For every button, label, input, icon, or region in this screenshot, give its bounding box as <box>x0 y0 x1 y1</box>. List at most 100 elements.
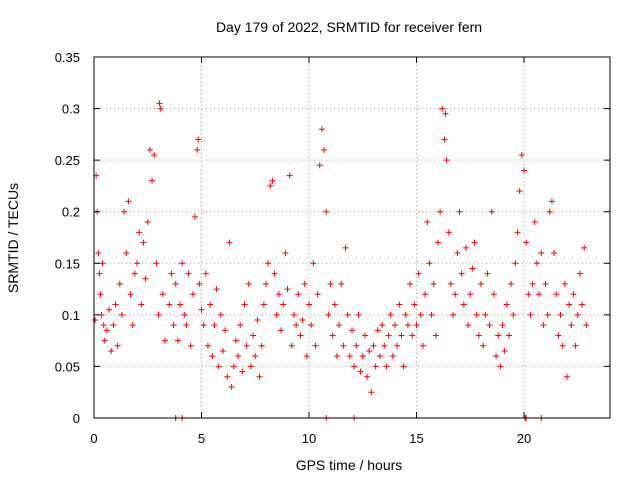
data-point <box>505 332 512 339</box>
data-point <box>149 177 156 184</box>
data-point <box>351 363 358 370</box>
data-point <box>170 322 177 329</box>
data-point <box>456 208 463 215</box>
data-point <box>392 322 398 329</box>
grid-lines <box>94 57 610 418</box>
data-point <box>202 270 209 277</box>
data-point <box>370 342 377 349</box>
data-point <box>333 353 340 360</box>
data-point <box>299 317 306 324</box>
data-point <box>314 291 321 298</box>
y-tick-label: 0.25 <box>55 153 80 168</box>
y-tick-label: 0.3 <box>62 102 80 117</box>
data-point <box>293 322 300 329</box>
data-point <box>529 280 536 287</box>
data-point <box>579 301 586 308</box>
data-point <box>501 347 508 354</box>
data-point <box>411 301 418 308</box>
data-point <box>342 244 349 251</box>
data-point <box>561 280 568 287</box>
data-point <box>417 311 424 318</box>
data-point <box>516 188 523 195</box>
data-point <box>372 363 379 370</box>
data-point <box>183 322 190 329</box>
data-point <box>544 311 551 318</box>
data-point <box>542 280 549 287</box>
x-tick-labels: 0 5 10 15 20 <box>90 431 531 446</box>
data-point <box>346 353 353 360</box>
data-point <box>177 301 183 308</box>
data-point <box>95 249 102 256</box>
data-point <box>192 213 199 220</box>
data-point <box>430 280 437 287</box>
data-point <box>546 208 553 215</box>
data-point <box>460 301 467 308</box>
data-point <box>239 368 246 375</box>
data-point <box>121 208 128 215</box>
data-point <box>557 311 564 318</box>
data-point <box>172 280 179 287</box>
data-point <box>555 332 562 339</box>
data-point <box>185 270 192 277</box>
data-point <box>499 322 506 329</box>
y-tick-label: 0.2 <box>62 205 80 220</box>
data-point <box>533 260 540 267</box>
data-point <box>424 219 431 226</box>
data-point <box>381 342 388 349</box>
data-point <box>200 322 207 329</box>
data-point <box>101 337 108 344</box>
data-point <box>282 249 289 256</box>
data-point <box>256 373 263 380</box>
data-point <box>211 322 218 329</box>
data-point <box>503 301 510 308</box>
data-point <box>278 327 285 334</box>
x-tick-label: 10 <box>302 431 316 446</box>
data-point <box>232 337 239 344</box>
data-point <box>428 311 435 318</box>
data-point <box>396 301 403 308</box>
data-point <box>415 270 422 277</box>
data-point <box>473 311 480 318</box>
data-point <box>254 317 261 324</box>
data-point <box>114 342 121 349</box>
data-point <box>525 291 532 298</box>
data-point <box>280 301 287 308</box>
data-point <box>220 347 226 354</box>
data-point <box>361 332 368 339</box>
data-point <box>196 280 203 287</box>
data-point <box>323 208 330 215</box>
data-point <box>353 342 360 349</box>
y-tick-label: 0.05 <box>55 359 80 374</box>
data-point <box>155 311 162 318</box>
x-tick-label: 15 <box>409 431 423 446</box>
data-point <box>508 280 515 287</box>
data-point <box>174 337 181 344</box>
data-point <box>387 311 394 318</box>
data-point <box>497 363 504 370</box>
data-point <box>260 301 267 308</box>
data-point <box>564 373 570 380</box>
data-point <box>566 301 573 308</box>
data-point <box>100 322 107 329</box>
data-point <box>583 322 590 329</box>
data-point <box>241 301 248 308</box>
data-point <box>159 291 166 298</box>
data-point <box>168 270 175 277</box>
data-point <box>518 151 525 158</box>
data-point <box>484 270 491 277</box>
data-point <box>288 342 295 349</box>
data-point <box>230 363 237 370</box>
data-point <box>364 373 371 380</box>
data-point <box>204 342 211 349</box>
data-point <box>138 301 145 308</box>
data-point <box>103 327 110 334</box>
data-point <box>209 353 216 360</box>
data-point <box>572 342 579 349</box>
x-tick-label: 5 <box>198 431 205 446</box>
data-point <box>419 342 426 349</box>
data-point <box>215 363 222 370</box>
data-point <box>495 332 502 339</box>
data-point <box>250 332 257 339</box>
data-point <box>400 363 407 370</box>
data-point <box>443 157 450 164</box>
